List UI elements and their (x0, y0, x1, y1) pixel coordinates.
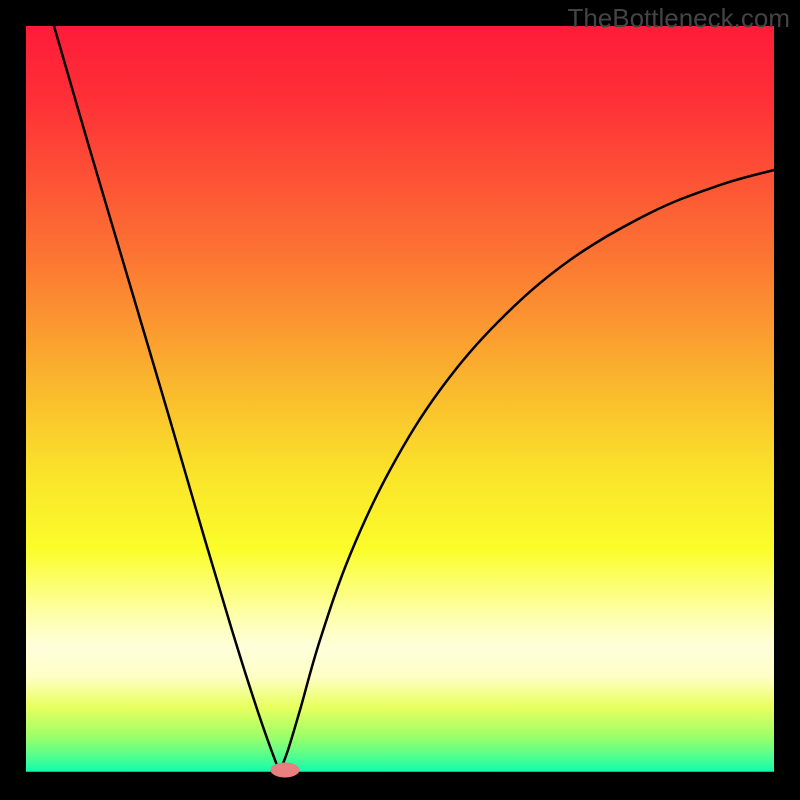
bottleneck-curve-chart (0, 0, 800, 800)
chart-container: TheBottleneck.com (0, 0, 800, 800)
optimum-marker (271, 763, 299, 777)
watermark-text: TheBottleneck.com (567, 3, 790, 34)
chart-background-gradient (26, 26, 774, 774)
